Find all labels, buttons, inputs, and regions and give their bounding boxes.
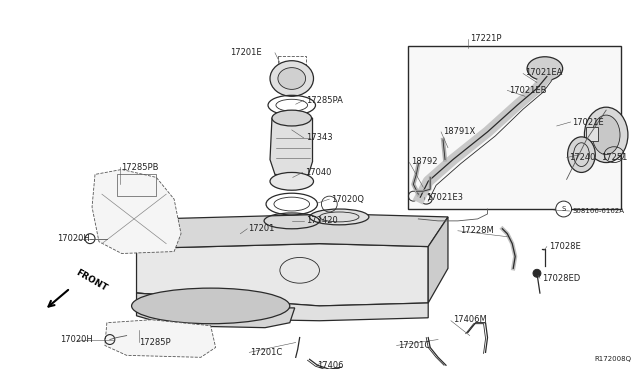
Ellipse shape (568, 137, 595, 173)
Text: 17285PB: 17285PB (121, 163, 158, 172)
Text: 17201E: 17201E (230, 48, 262, 57)
Text: 17201C: 17201C (399, 341, 431, 350)
Text: 17285PA: 17285PA (305, 96, 342, 105)
Text: 17021EB: 17021EB (509, 86, 547, 95)
Text: 17251: 17251 (601, 153, 628, 162)
Ellipse shape (584, 107, 628, 163)
Text: 18792: 18792 (412, 157, 438, 166)
Text: 17028ED: 17028ED (542, 274, 580, 283)
Ellipse shape (310, 209, 369, 225)
Polygon shape (428, 217, 448, 303)
Polygon shape (136, 293, 428, 321)
Circle shape (556, 201, 572, 217)
Bar (116, 174, 156, 196)
Bar (586, 127, 598, 141)
Polygon shape (136, 293, 295, 328)
Text: 17020H: 17020H (60, 335, 93, 344)
Text: 17228M: 17228M (460, 226, 493, 235)
Ellipse shape (270, 173, 314, 190)
Text: 17285P: 17285P (140, 338, 171, 347)
Text: 17028E: 17028E (549, 242, 580, 251)
Ellipse shape (132, 288, 290, 324)
Text: 17343: 17343 (305, 133, 332, 142)
Text: 17021E3: 17021E3 (426, 193, 463, 202)
Ellipse shape (278, 68, 305, 89)
Ellipse shape (527, 57, 563, 80)
Bar (408, 46, 621, 209)
Text: R172008Q: R172008Q (594, 356, 631, 362)
Polygon shape (92, 170, 181, 253)
Text: 17240: 17240 (568, 153, 595, 162)
Ellipse shape (272, 110, 312, 126)
Text: 17021EA: 17021EA (525, 68, 563, 77)
Ellipse shape (533, 269, 541, 277)
Text: 17221P: 17221P (470, 35, 501, 44)
Text: 17021E: 17021E (573, 118, 604, 126)
Polygon shape (270, 118, 312, 177)
Text: S08166-6162A: S08166-6162A (573, 208, 625, 214)
Text: 17406: 17406 (317, 361, 344, 370)
Polygon shape (136, 244, 428, 306)
Text: S: S (561, 206, 566, 212)
Text: FRONT: FRONT (74, 267, 109, 293)
Text: 17406M: 17406M (453, 315, 486, 324)
Ellipse shape (270, 61, 314, 96)
Text: 17201C: 17201C (250, 348, 282, 357)
Bar (278, 56, 305, 77)
Polygon shape (105, 320, 216, 357)
Text: 17201: 17201 (248, 224, 275, 233)
Text: 18791X: 18791X (443, 127, 476, 137)
Text: 17040: 17040 (305, 168, 331, 177)
Polygon shape (136, 214, 448, 248)
Text: 17020Q: 17020Q (332, 195, 364, 203)
Text: 173420: 173420 (305, 217, 337, 225)
Text: 17020H: 17020H (58, 234, 90, 243)
Ellipse shape (593, 115, 620, 155)
